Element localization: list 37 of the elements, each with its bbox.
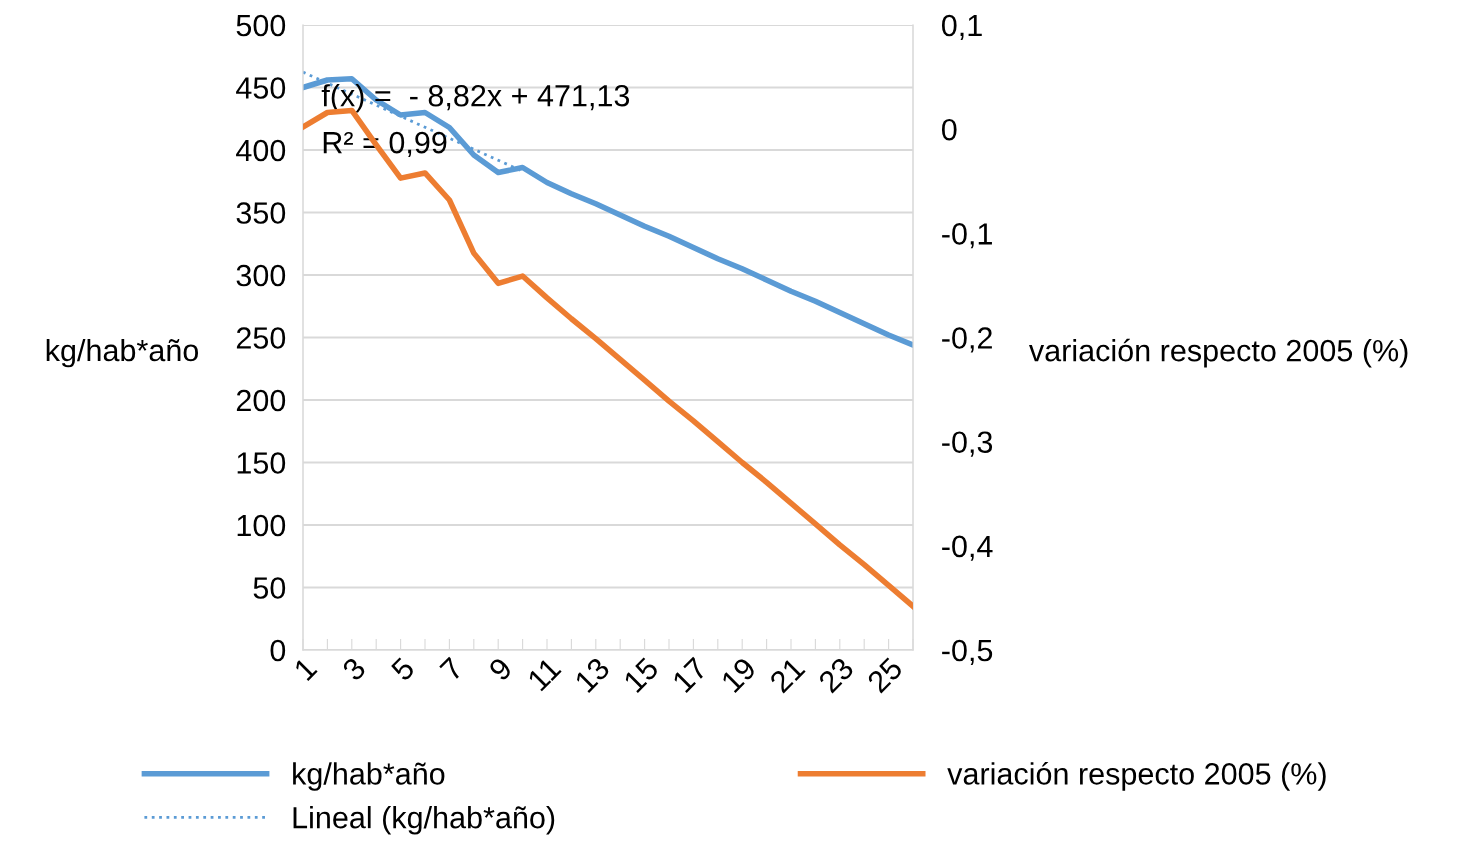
- legend-label: variación respecto 2005 (%): [947, 761, 1326, 791]
- y-tick-label: 400: [236, 139, 286, 162]
- x-tick-label: 19: [720, 656, 758, 694]
- x-tick-label: 7: [439, 656, 464, 682]
- annotation: f(x) = - 8,82x + 471,13: [321, 84, 630, 113]
- y2-tick-label: -0,3: [942, 431, 993, 457]
- x-tick-label: 21: [768, 656, 806, 694]
- y-tick-label: 300: [236, 264, 286, 287]
- y-tick-label: 100: [237, 514, 286, 537]
- x-tick-label: 25: [866, 656, 904, 694]
- x-tick-label: 23: [817, 656, 855, 694]
- y-axis-title: kg/hab*año: [46, 338, 199, 368]
- y-tick-label: 200: [236, 389, 286, 412]
- x-tick-label: 9: [487, 656, 514, 682]
- y2-tick-label: -0,5: [942, 639, 993, 665]
- y-tick-label: 450: [236, 77, 286, 99]
- x-tick-label: 13: [573, 656, 611, 694]
- y2-tick-label: 0,1: [941, 14, 982, 40]
- y2-tick-label: -0,2: [942, 327, 992, 353]
- x-tick-label: 5: [390, 656, 416, 682]
- y-tick-label: 150: [237, 452, 286, 474]
- x-tick-label: 11: [527, 656, 562, 692]
- x-tick-label: 1: [293, 656, 318, 681]
- y-tick-label: 0: [270, 639, 286, 662]
- y2-axis-title: variación respecto 2005 (%): [1029, 338, 1408, 368]
- y-tick-label: 350: [236, 202, 286, 224]
- legend-label: kg/hab*año: [293, 762, 445, 791]
- x-tick-label: 3: [341, 656, 367, 682]
- x-tick-label: 17: [671, 656, 708, 693]
- y2-tick-label: -0,4: [942, 535, 993, 561]
- y-tick-label: 50: [253, 577, 286, 599]
- legend-label: Lineal (kg/hab*año): [293, 806, 555, 835]
- y-tick-label: 250: [236, 327, 286, 349]
- y-tick-label: 500: [236, 14, 286, 37]
- x-tick-label: 15: [623, 656, 660, 694]
- y2-tick-label: -0,1: [942, 223, 992, 249]
- y2-tick-label: 0: [941, 118, 957, 141]
